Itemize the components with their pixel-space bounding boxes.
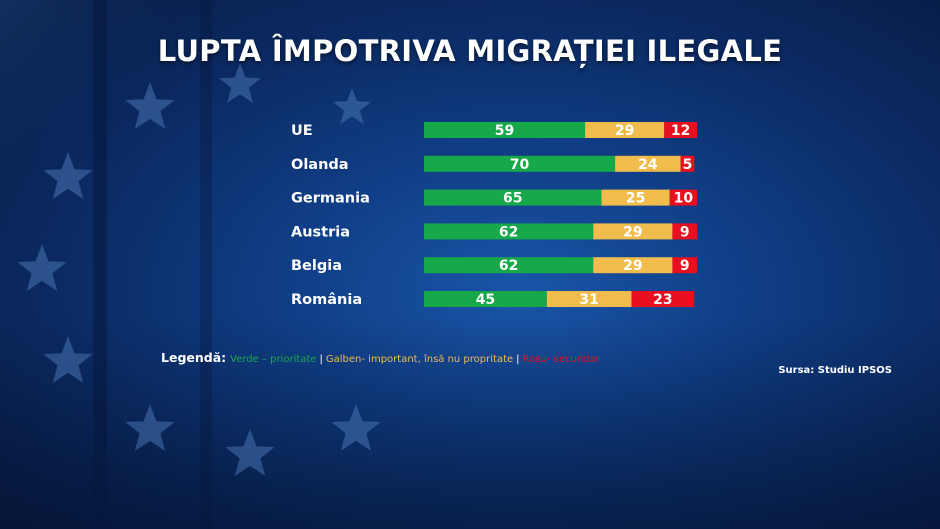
star-icon [125, 82, 175, 129]
data-label: 59 [495, 123, 514, 139]
legend-separator: | [319, 354, 323, 365]
category-label: Belgia [291, 258, 342, 274]
legend-title: Legendă: [161, 350, 227, 365]
data-label: 5 [683, 157, 693, 173]
star-icon [331, 404, 381, 451]
star-icon [125, 404, 175, 451]
data-label: 24 [638, 157, 658, 173]
data-label: 62 [499, 258, 518, 274]
bar-segment-green [424, 257, 594, 274]
category-label: Austria [291, 224, 350, 240]
page-title: LUPTA ÎMPOTRIVA MIGRAȚIEI ILEGALE [157, 34, 783, 68]
legend-item-yellow: Galben- important, însă nu propritate [325, 354, 514, 365]
bar-segment-yellow [585, 122, 665, 138]
bar-segment-yellow [593, 257, 673, 274]
star-icon [17, 244, 67, 291]
source-note: Sursa: Studiu IPSOS [778, 365, 892, 376]
bar-segment-red [680, 155, 695, 172]
star-icon [333, 88, 371, 125]
data-label: 25 [626, 191, 645, 207]
data-label: 23 [653, 292, 672, 308]
bar-segment-yellow [601, 189, 670, 206]
data-label: 45 [476, 292, 495, 308]
data-label: 10 [674, 191, 694, 207]
category-label: România [291, 292, 362, 308]
bar-segment-red [672, 223, 697, 240]
data-label: 31 [579, 292, 598, 308]
bar-segment-green [424, 189, 602, 206]
category-label: Germania [291, 191, 370, 207]
data-label: 12 [671, 123, 690, 139]
category-label: Olanda [291, 157, 349, 173]
bar-segment-green [424, 122, 586, 138]
star-icon [43, 152, 93, 199]
category-label: UE [291, 123, 313, 139]
data-label: 29 [615, 123, 634, 139]
data-label: 29 [623, 224, 642, 240]
star-icon [219, 63, 261, 103]
bar-segment-yellow [593, 223, 673, 240]
star-icon [43, 336, 93, 383]
bar-segment-yellow [546, 291, 632, 307]
data-label: 70 [510, 157, 530, 173]
bar-segment-green [424, 291, 547, 307]
bar-segment-red [672, 257, 697, 274]
bar-segment-yellow [615, 155, 681, 172]
legend: Legendă: Verde – prioritate | Galben- impo… [161, 350, 600, 365]
bar-segment-red [631, 291, 695, 307]
data-label: 29 [623, 258, 642, 274]
bar-segment-green [424, 223, 594, 240]
data-label: 9 [680, 258, 690, 274]
data-label: 9 [680, 224, 690, 240]
data-label: 62 [499, 224, 518, 240]
legend-item-red: Roșu- secundar [522, 354, 600, 365]
legend-item-green: Verde – prioritate [230, 354, 317, 365]
bar-segment-red [669, 189, 697, 206]
bar-segment-green [424, 155, 616, 172]
data-label: 65 [503, 191, 522, 207]
star-icon [225, 429, 275, 476]
bar-segment-red [664, 122, 697, 138]
legend-separator: | [516, 354, 520, 365]
